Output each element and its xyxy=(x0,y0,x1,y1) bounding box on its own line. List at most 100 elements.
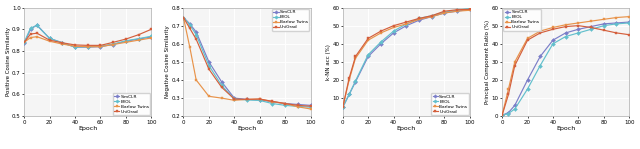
BYOL xyxy=(122,40,130,42)
Barlow Twins xyxy=(625,16,633,17)
Barlow Twins xyxy=(339,106,347,108)
UniGrad xyxy=(600,29,607,31)
BYOL xyxy=(415,18,423,19)
BYOL xyxy=(147,35,155,37)
X-axis label: Epoch: Epoch xyxy=(78,126,97,131)
Barlow Twins xyxy=(218,97,225,99)
SimCLR xyxy=(403,25,410,27)
Barlow Twins xyxy=(230,99,238,101)
Barlow Twins xyxy=(45,40,53,42)
Y-axis label: Principal Component Ratio (%): Principal Component Ratio (%) xyxy=(485,20,490,104)
Barlow Twins xyxy=(504,88,512,90)
BYOL xyxy=(282,104,289,106)
UniGrad xyxy=(294,104,301,106)
UniGrad xyxy=(27,33,35,35)
SimCLR xyxy=(230,97,238,99)
SimCLR xyxy=(524,79,531,81)
Line: UniGrad: UniGrad xyxy=(341,8,471,109)
SimCLR xyxy=(536,56,544,57)
UniGrad xyxy=(466,8,474,10)
BYOL xyxy=(351,80,359,82)
Barlow Twins xyxy=(97,46,104,48)
BYOL xyxy=(377,41,385,43)
Line: UniGrad: UniGrad xyxy=(23,28,153,47)
BYOL xyxy=(346,94,353,95)
Line: BYOL: BYOL xyxy=(341,7,471,109)
UniGrad xyxy=(625,34,633,36)
BYOL xyxy=(71,46,79,48)
UniGrad xyxy=(351,56,359,57)
UniGrad xyxy=(109,41,117,43)
BYOL xyxy=(575,32,582,34)
UniGrad xyxy=(307,105,314,107)
BYOL xyxy=(511,108,518,110)
UniGrad xyxy=(243,98,251,100)
UniGrad xyxy=(122,38,130,40)
Line: Barlow Twins: Barlow Twins xyxy=(500,15,630,117)
UniGrad xyxy=(45,39,53,41)
Barlow Twins xyxy=(71,45,79,47)
UniGrad xyxy=(440,10,448,12)
SimCLR xyxy=(351,81,359,83)
UniGrad xyxy=(84,45,92,46)
SimCLR xyxy=(600,23,607,25)
SimCLR xyxy=(588,26,595,27)
Line: SimCLR: SimCLR xyxy=(341,8,471,109)
X-axis label: Epoch: Epoch xyxy=(397,126,416,131)
SimCLR xyxy=(33,24,41,26)
Legend: SimCLR, BYOL, Barlow Twins, UniGrad: SimCLR, BYOL, Barlow Twins, UniGrad xyxy=(113,93,150,115)
UniGrad xyxy=(562,26,570,27)
SimCLR xyxy=(122,40,130,42)
Barlow Twins xyxy=(536,30,544,32)
UniGrad xyxy=(575,25,582,27)
BYOL xyxy=(243,99,251,101)
SimCLR xyxy=(504,112,512,114)
SimCLR xyxy=(612,22,620,24)
UniGrad xyxy=(364,37,372,39)
Barlow Twins xyxy=(243,98,251,100)
UniGrad xyxy=(218,86,225,88)
BYOL xyxy=(135,38,143,39)
BYOL xyxy=(269,103,276,104)
UniGrad xyxy=(499,114,506,116)
BYOL xyxy=(218,84,225,86)
Line: SimCLR: SimCLR xyxy=(500,21,630,117)
Line: Barlow Twins: Barlow Twins xyxy=(341,9,471,109)
Barlow Twins xyxy=(377,32,385,34)
BYOL xyxy=(180,17,188,18)
BYOL xyxy=(625,22,633,24)
Barlow Twins xyxy=(33,36,41,38)
UniGrad xyxy=(511,65,518,66)
SimCLR xyxy=(45,38,53,39)
SimCLR xyxy=(511,104,518,106)
SimCLR xyxy=(453,10,461,12)
SimCLR xyxy=(218,81,225,83)
Line: SimCLR: SimCLR xyxy=(182,16,312,107)
UniGrad xyxy=(97,45,104,46)
Barlow Twins xyxy=(600,18,607,20)
Barlow Twins xyxy=(269,101,276,103)
Barlow Twins xyxy=(307,108,314,110)
SimCLR xyxy=(428,16,436,17)
SimCLR xyxy=(20,42,28,44)
SimCLR xyxy=(415,19,423,21)
Barlow Twins xyxy=(180,17,188,18)
UniGrad xyxy=(180,17,188,18)
Barlow Twins xyxy=(294,106,301,108)
Y-axis label: Negative Cosine Similarity: Negative Cosine Similarity xyxy=(165,25,170,98)
UniGrad xyxy=(256,98,264,100)
BYOL xyxy=(27,27,35,29)
SimCLR xyxy=(625,21,633,23)
SimCLR xyxy=(549,39,557,41)
Line: Barlow Twins: Barlow Twins xyxy=(23,35,153,48)
BYOL xyxy=(499,114,506,116)
SimCLR xyxy=(339,106,347,108)
SimCLR xyxy=(294,104,301,105)
SimCLR xyxy=(205,61,212,63)
UniGrad xyxy=(377,30,385,32)
Barlow Twins xyxy=(346,79,353,81)
Legend: SimCLR, BYOL, Barlow Twins, UniGrad: SimCLR, BYOL, Barlow Twins, UniGrad xyxy=(504,9,541,31)
BYOL xyxy=(193,34,200,36)
SimCLR xyxy=(269,101,276,103)
Line: BYOL: BYOL xyxy=(500,22,630,117)
